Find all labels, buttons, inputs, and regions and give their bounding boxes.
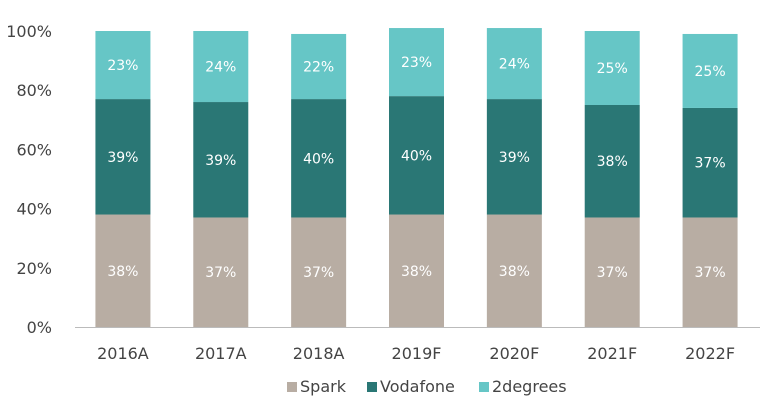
data-label: 38% — [401, 264, 432, 280]
data-label: 22% — [303, 60, 334, 76]
y-tick-label: 20% — [16, 259, 52, 278]
data-label: 37% — [597, 265, 628, 281]
bar-segment-spark — [486, 214, 542, 327]
bar-segment-spark — [291, 217, 347, 327]
x-tick-label: 2017A — [195, 344, 247, 363]
data-label: 38% — [107, 264, 138, 280]
data-label: 37% — [303, 265, 334, 281]
bar-segment-spark — [95, 214, 151, 327]
bar-segment-2degrees — [389, 28, 444, 97]
bar-segment-vodafone — [584, 105, 640, 218]
bar-segment-vodafone — [389, 96, 444, 215]
data-label: 37% — [695, 265, 726, 281]
y-tick-label: 0% — [27, 318, 52, 337]
legend-label: 2degrees — [492, 377, 567, 396]
data-label: 24% — [205, 60, 236, 76]
y-tick-label: 40% — [16, 200, 52, 219]
x-tick-label: 2019F — [392, 344, 442, 363]
data-label: 37% — [205, 265, 236, 281]
bar-segment-spark — [389, 214, 444, 327]
data-label: 25% — [695, 64, 726, 80]
x-tick-label: 2020F — [489, 344, 539, 363]
bar-segment-vodafone — [193, 102, 249, 218]
bar-segment-spark — [193, 217, 249, 327]
data-label: 25% — [597, 61, 628, 77]
data-label: 38% — [597, 154, 628, 170]
data-label: 39% — [107, 150, 138, 166]
bar-segment-vodafone — [682, 107, 738, 218]
bar-segment-2degrees — [682, 33, 738, 108]
bar-segment-spark — [682, 217, 738, 327]
bar-segment-vodafone — [95, 99, 151, 215]
data-label: 23% — [107, 58, 138, 74]
bar-segment-2degrees — [486, 28, 542, 100]
x-tick-label: 2018A — [293, 344, 345, 363]
legend-swatch-spark — [287, 382, 297, 392]
data-label: 23% — [401, 55, 432, 71]
x-tick-label: 2016A — [97, 344, 149, 363]
data-label: 40% — [303, 151, 334, 167]
legend-label: Spark — [300, 377, 347, 396]
data-label: 40% — [401, 148, 432, 164]
data-label: 39% — [205, 153, 236, 169]
y-tick-label: 60% — [16, 140, 52, 159]
bar-segment-2degrees — [291, 33, 347, 100]
y-tick-label: 80% — [16, 81, 52, 100]
x-tick-label: 2022F — [685, 344, 735, 363]
legend-label: Vodafone — [380, 377, 455, 396]
data-label: 38% — [499, 264, 530, 280]
data-label: 39% — [499, 150, 530, 166]
data-label: 24% — [499, 57, 530, 73]
y-tick-label: 100% — [6, 22, 52, 41]
legend-swatch-2degrees — [479, 382, 489, 392]
data-label: 37% — [695, 156, 726, 172]
bar-segment-vodafone — [486, 99, 542, 215]
bar-segment-vodafone — [291, 99, 347, 218]
bar-segment-2degrees — [584, 31, 640, 105]
x-tick-label: 2021F — [587, 344, 637, 363]
bar-segment-2degrees — [193, 31, 249, 103]
legend-swatch-vodafone — [367, 382, 377, 392]
bar-segment-spark — [584, 217, 640, 327]
bar-segment-2degrees — [95, 31, 151, 100]
